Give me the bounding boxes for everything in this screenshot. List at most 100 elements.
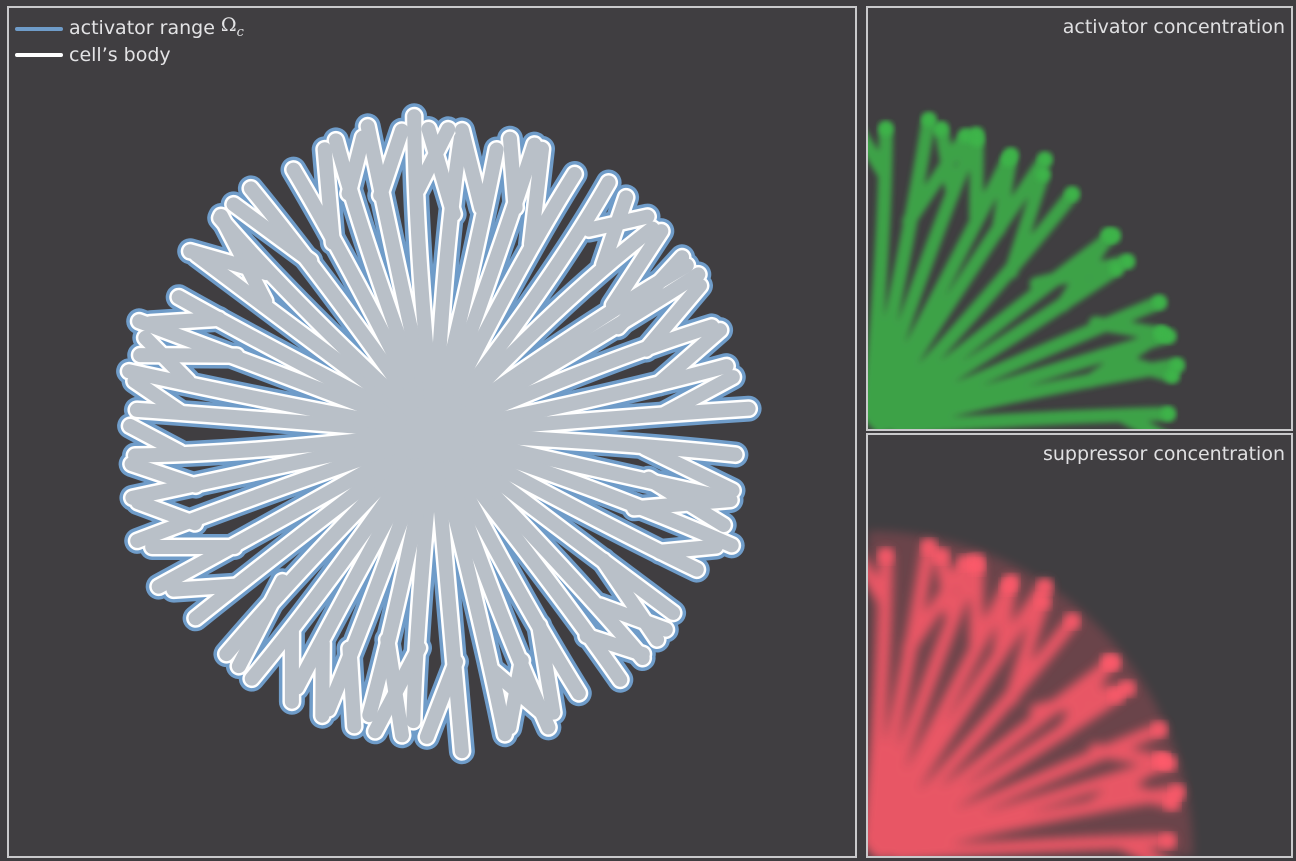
branch bbox=[226, 197, 318, 268]
legend-cell-body: cell’s body bbox=[15, 44, 244, 67]
branch bbox=[611, 250, 690, 335]
branch bbox=[428, 131, 468, 421]
branch bbox=[639, 278, 707, 357]
branch bbox=[1004, 167, 1050, 279]
branch bbox=[1056, 228, 1116, 312]
branch bbox=[450, 401, 756, 438]
branch bbox=[289, 440, 434, 695]
branch bbox=[317, 142, 340, 250]
branch bbox=[872, 261, 1124, 429]
branch-tip bbox=[1037, 152, 1052, 167]
suppressor-panel-title: suppressor concentration bbox=[1042, 443, 1285, 465]
suppressor-concentration-map bbox=[868, 531, 1193, 856]
branch bbox=[122, 364, 428, 438]
branch-tip bbox=[969, 560, 984, 575]
branch bbox=[1116, 836, 1163, 856]
branch bbox=[440, 267, 706, 433]
branch bbox=[342, 641, 362, 734]
concentration-branches bbox=[868, 539, 1185, 856]
branch-tips bbox=[878, 539, 1185, 848]
branch-tip bbox=[878, 121, 893, 136]
branch-tip bbox=[921, 112, 936, 127]
legend: activator range Ωc cell’s body bbox=[15, 14, 244, 67]
branch bbox=[870, 614, 1080, 853]
branch bbox=[183, 244, 274, 281]
branch-tips bbox=[878, 112, 1185, 421]
branch bbox=[449, 427, 743, 462]
branch bbox=[127, 374, 188, 420]
branch bbox=[868, 152, 1052, 428]
branch bbox=[407, 109, 440, 422]
branch bbox=[188, 432, 433, 626]
branch-tip bbox=[1109, 261, 1124, 276]
branch bbox=[880, 722, 1167, 855]
branch bbox=[872, 688, 1124, 856]
branch bbox=[445, 175, 616, 416]
branch bbox=[373, 123, 409, 203]
legend-activator-range: activator range Ωc bbox=[15, 14, 244, 44]
cell-body-label: cell’s body bbox=[69, 43, 171, 66]
branch bbox=[484, 662, 553, 723]
branch bbox=[870, 187, 1080, 426]
branch bbox=[231, 574, 290, 674]
branch-tip bbox=[1165, 368, 1180, 383]
branch bbox=[362, 454, 435, 723]
branch-tip bbox=[969, 133, 984, 148]
branch-tip bbox=[1035, 594, 1050, 609]
activator-range-label: activator range bbox=[69, 17, 215, 40]
branch bbox=[524, 141, 549, 252]
branch-tip bbox=[1165, 795, 1180, 810]
branch-tip bbox=[958, 129, 973, 144]
suppressor-concentration-panel: suppressor concentration bbox=[866, 433, 1293, 858]
branch bbox=[653, 539, 723, 559]
branch-tip bbox=[1035, 167, 1050, 182]
branch-tip bbox=[1003, 148, 1018, 163]
branch bbox=[934, 549, 960, 628]
branch bbox=[627, 493, 738, 516]
branch bbox=[991, 575, 1018, 664]
branch bbox=[868, 127, 984, 424]
branch bbox=[868, 554, 984, 851]
branch-tip bbox=[1170, 358, 1185, 373]
branch bbox=[1056, 655, 1116, 739]
branch bbox=[243, 181, 423, 415]
omega-subscript: c bbox=[236, 24, 244, 40]
branching-cell-illustration bbox=[116, 103, 762, 765]
branch bbox=[213, 211, 426, 426]
branch bbox=[605, 224, 669, 313]
branch bbox=[328, 133, 433, 416]
omega-letter: Ω bbox=[220, 14, 237, 36]
branch bbox=[315, 636, 330, 723]
branch bbox=[872, 358, 1185, 429]
branch bbox=[579, 628, 650, 661]
branch bbox=[432, 137, 542, 426]
branch bbox=[131, 495, 202, 531]
branch bbox=[868, 579, 1052, 855]
branch bbox=[166, 578, 242, 597]
branch bbox=[219, 442, 424, 662]
branch bbox=[652, 323, 728, 391]
branch bbox=[321, 452, 431, 717]
branch bbox=[1082, 753, 1169, 815]
branch bbox=[244, 442, 430, 686]
branch bbox=[171, 290, 425, 432]
branch bbox=[902, 556, 973, 655]
branch-tip bbox=[958, 556, 973, 571]
branch bbox=[360, 119, 437, 419]
branch bbox=[151, 440, 416, 594]
branch bbox=[868, 133, 890, 179]
cell-pattern-panel: activator range Ωc cell’s body bbox=[7, 6, 857, 858]
branch bbox=[868, 539, 936, 833]
branch bbox=[433, 142, 504, 410]
branch-tip bbox=[1101, 655, 1116, 670]
activator-concentration-panel: activator concentration bbox=[866, 6, 1293, 431]
branch bbox=[593, 598, 673, 637]
branch-tip bbox=[1154, 753, 1169, 768]
branch bbox=[638, 441, 740, 498]
branch bbox=[128, 428, 412, 463]
branch bbox=[286, 162, 431, 420]
branch-tip bbox=[1101, 228, 1116, 243]
branch bbox=[868, 112, 936, 406]
branch bbox=[380, 632, 409, 743]
branch-tip bbox=[1120, 254, 1135, 269]
